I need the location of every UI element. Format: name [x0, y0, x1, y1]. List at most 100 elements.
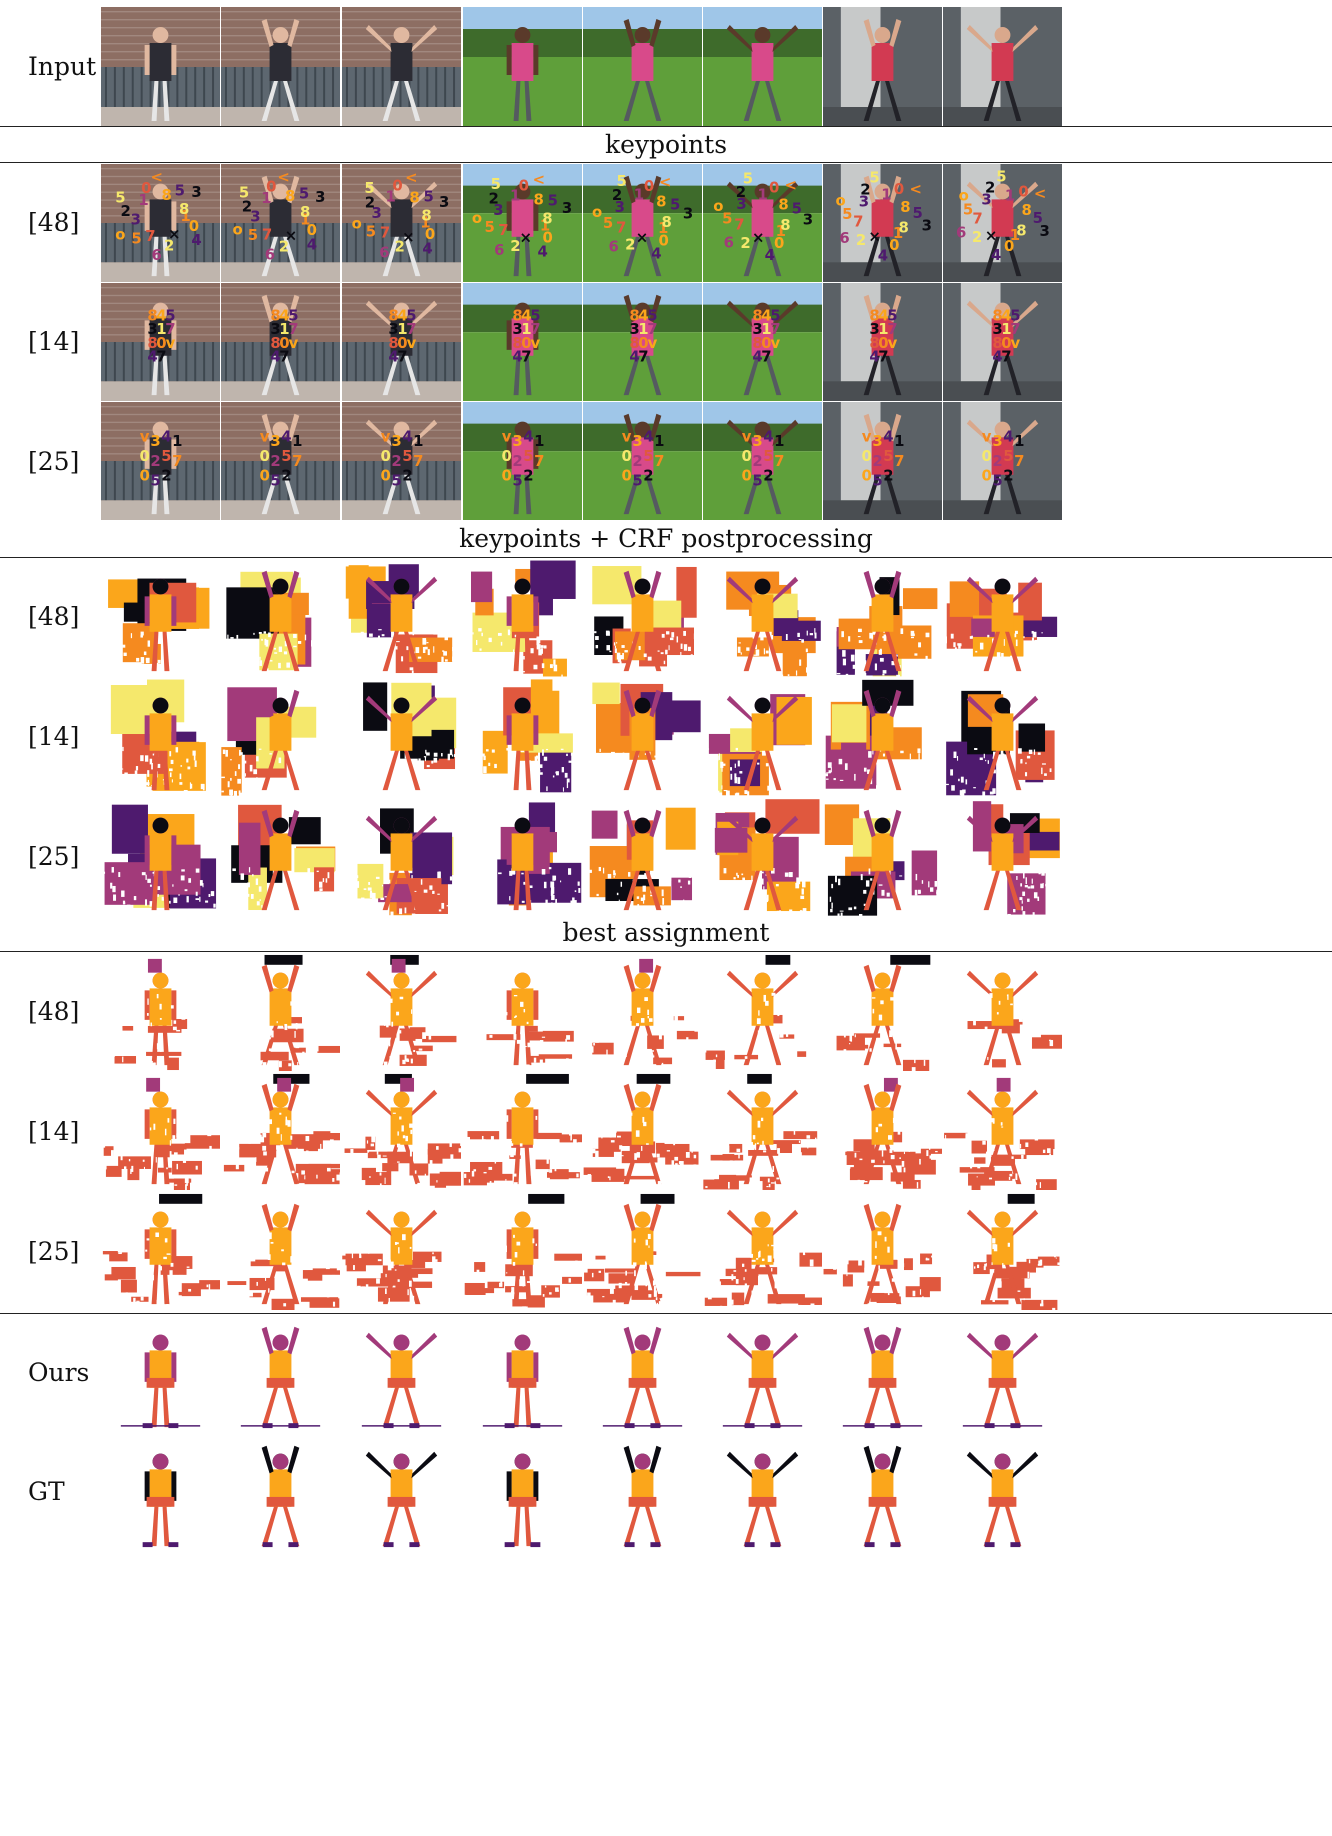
keypoint-label: 5: [792, 201, 802, 218]
keypoint-label: 2: [161, 468, 171, 485]
speckle: [946, 1162, 951, 1166]
speckle: [127, 904, 131, 909]
speckle: [880, 1000, 884, 1005]
speckle: [535, 904, 539, 910]
speckle: [145, 1144, 148, 1149]
speckle: [1055, 1130, 1059, 1135]
left-leg: [983, 1504, 1001, 1547]
keypoint-label: 1: [893, 225, 903, 242]
speckle: [688, 1115, 691, 1120]
head: [994, 1453, 1011, 1470]
background-segment: [409, 1027, 426, 1039]
speckle: [806, 630, 808, 636]
speckle: [511, 1287, 515, 1294]
speckle: [972, 1115, 976, 1122]
keypoint-label: ×: [868, 229, 880, 246]
speckle: [258, 631, 262, 634]
speckle: [955, 910, 957, 914]
speckle: [544, 1285, 547, 1288]
left-arm: [506, 990, 512, 1020]
left-arm: [726, 815, 753, 843]
speckle: [834, 1112, 836, 1118]
background-segment: [309, 1298, 340, 1308]
right-arm: [411, 1332, 438, 1360]
speckle: [483, 766, 487, 774]
speckle: [419, 1135, 421, 1141]
head: [272, 697, 289, 714]
right-leg: [764, 629, 782, 672]
keypoint-label: 0: [638, 335, 648, 352]
speckle: [189, 637, 192, 643]
right-arm: [1012, 1451, 1039, 1479]
segment-blob: [540, 748, 572, 793]
segment-blob: [903, 588, 938, 610]
speckle: [787, 1022, 790, 1027]
background-segment: [260, 1051, 289, 1061]
speckle: [134, 770, 138, 776]
speckle: [878, 884, 883, 886]
speckle: [498, 872, 502, 875]
keypoint-label: v: [407, 335, 417, 352]
keypoint-label: 5: [872, 473, 882, 490]
left-arm: [144, 990, 150, 1020]
speckle: [467, 993, 470, 997]
right-arm: [1012, 695, 1039, 723]
keypoint-label: 8: [512, 307, 522, 324]
speckle: [1020, 883, 1023, 887]
speckle: [1006, 994, 1009, 997]
speckle: [746, 647, 750, 651]
speckle: [274, 895, 276, 900]
speckle: [784, 872, 789, 877]
best14-frame: [583, 1072, 702, 1190]
speckle: [808, 752, 811, 755]
speckle: [706, 877, 711, 882]
speckle: [914, 889, 918, 896]
speckle: [422, 639, 427, 645]
speckle: [504, 1044, 509, 1049]
speckle: [203, 1267, 207, 1273]
speckle: [456, 631, 460, 638]
speckle: [748, 880, 751, 882]
keypoint-label: 4: [191, 232, 201, 249]
speckle: [751, 1290, 756, 1297]
right-arm: [1012, 181, 1039, 209]
speckle: [730, 767, 732, 771]
speckle: [727, 1181, 730, 1189]
speckle: [198, 1265, 200, 1270]
left-arm: [966, 1209, 993, 1237]
speckle: [599, 748, 601, 753]
speckle: [718, 1118, 720, 1124]
speckle: [549, 1169, 553, 1173]
speckle: [795, 882, 800, 889]
speckle: [324, 1002, 328, 1009]
head: [754, 27, 771, 43]
speckle: [1024, 772, 1028, 777]
speckle: [550, 1180, 552, 1184]
keypoint-label: 1: [138, 192, 148, 209]
speckle: [268, 1232, 272, 1240]
speckle: [708, 787, 712, 793]
speckle: [375, 912, 378, 916]
speckle: [396, 1143, 401, 1148]
speckle: [992, 1244, 997, 1250]
speckle: [593, 1042, 595, 1046]
speckle: [927, 896, 929, 900]
left-arm: [623, 294, 636, 323]
speckle: [123, 652, 127, 656]
background-segment: [239, 1143, 277, 1158]
keypoint-label: 5: [491, 176, 501, 193]
speckle: [365, 1284, 369, 1289]
speckle: [251, 1042, 255, 1045]
speckle: [863, 767, 867, 772]
keypoint-label: 3: [371, 205, 381, 222]
speckle: [858, 1259, 862, 1266]
speckle: [674, 1156, 679, 1161]
keypoint-label: 4: [1003, 428, 1013, 445]
floor-noise: [722, 1425, 803, 1427]
speckle: [359, 1252, 362, 1259]
speckle: [881, 1150, 884, 1157]
left-arm: [365, 25, 392, 52]
speckle: [378, 1058, 380, 1065]
speckle: [1027, 1271, 1030, 1279]
speckle: [160, 1048, 162, 1052]
